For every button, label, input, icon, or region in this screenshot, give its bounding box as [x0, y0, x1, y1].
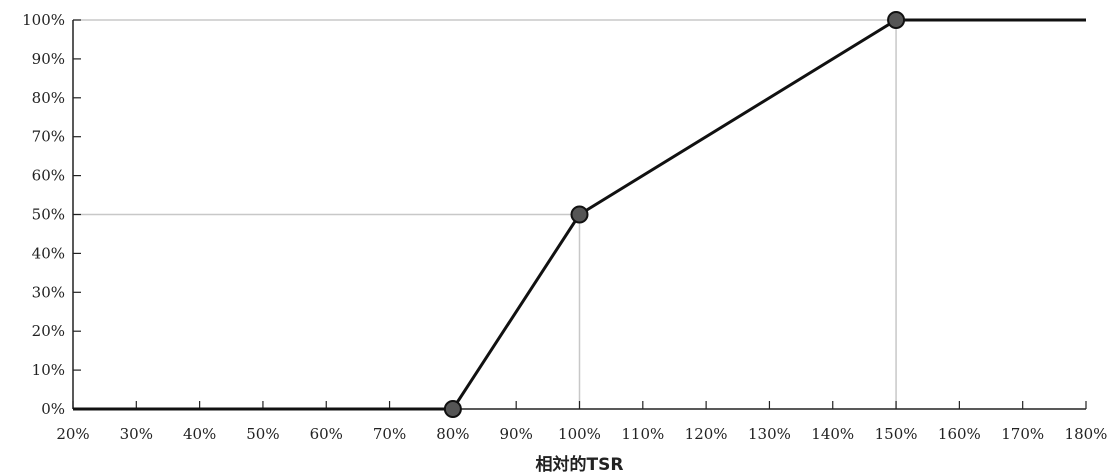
tick-labels: 20% 30% 40% 50% 60% 70% 80% 90% 100% 110% 120% 130%…	[22, 11, 1107, 443]
y-tick-label-10: 100%	[22, 11, 65, 29]
y-tick-label-3: 30%	[32, 283, 65, 301]
x-tick-label-8: 100%	[558, 425, 601, 443]
x-axis-title: 相対的TSR	[536, 454, 624, 475]
x-tick-label-1: 30%	[120, 425, 153, 443]
y-tick-label-9: 90%	[32, 50, 65, 68]
y-tick-label-7: 70%	[32, 128, 65, 146]
x-tick-label-6: 80%	[436, 425, 469, 443]
x-tick-label-3: 50%	[246, 425, 279, 443]
y-tick-label-8: 80%	[32, 89, 65, 107]
x-tick-label-13: 150%	[875, 425, 918, 443]
y-tick-label-2: 20%	[32, 322, 65, 340]
data-point-marker-0	[443, 400, 462, 418]
y-tick-label-1: 10%	[32, 361, 65, 379]
data-point-marker-2	[887, 11, 906, 29]
x-tick-label-9: 110%	[621, 425, 664, 443]
x-tick-label-0: 20%	[56, 425, 89, 443]
x-tick-label-7: 90%	[500, 425, 533, 443]
y-tick-label-6: 60%	[32, 167, 65, 185]
x-tick-label-16: 180%	[1065, 425, 1108, 443]
x-tick-label-2: 40%	[183, 425, 216, 443]
y-tick-label-5: 50%	[32, 206, 65, 224]
markers-group	[443, 11, 906, 418]
x-tick-label-4: 60%	[310, 425, 343, 443]
y-tick-label-0: 0%	[41, 400, 65, 418]
x-tick-label-15: 170%	[1001, 425, 1044, 443]
data-point-marker-1	[570, 205, 589, 224]
x-tick-label-14: 160%	[938, 425, 981, 443]
reference-lines	[73, 19, 897, 409]
x-tick-label-12: 140%	[811, 425, 854, 443]
x-tick-label-10: 120%	[685, 425, 728, 443]
x-tick-label-11: 130%	[748, 425, 791, 443]
x-tick-label-5: 70%	[373, 425, 406, 443]
y-tick-label-4: 40%	[32, 244, 65, 262]
